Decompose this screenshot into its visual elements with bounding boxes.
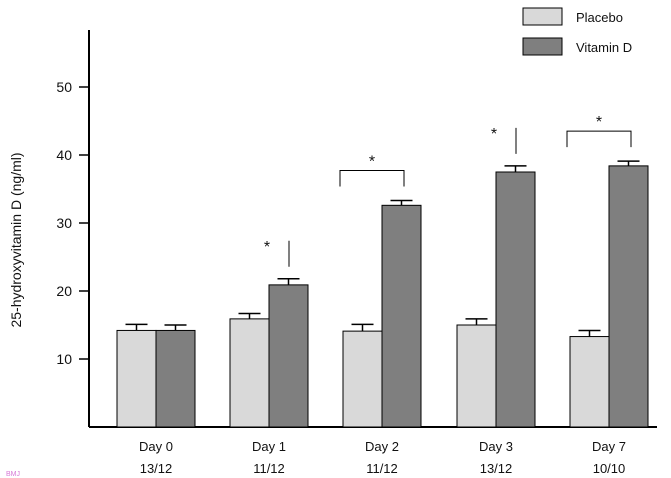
significance-bracket [566,130,632,148]
y-axis-label: 25-hydroxyvitamin D (ng/ml) [8,152,24,327]
bar-placebo [116,329,157,428]
watermark-text: BMJ [6,471,20,478]
category-sublabel: 13/12 [140,461,173,476]
bar-vitamin-d [155,329,196,428]
bars [116,160,649,428]
category-label: Day 2 [365,439,399,454]
y-tick-label: 40 [56,147,72,163]
significance-star: * [369,154,375,171]
category-label: Day 7 [592,439,626,454]
y-tick-label: 20 [56,283,72,299]
legend: Placebo Vitamin D [522,7,632,56]
y-tick-label: 10 [56,351,72,367]
significance-star: * [264,239,270,256]
legend-label-vitamin-d: Vitamin D [576,40,632,55]
category-sublabel: 11/12 [253,461,285,476]
significance-star: * [596,114,602,131]
bar-vitamin-d [495,171,536,428]
category-sublabel: 11/12 [366,461,398,476]
legend-swatch-placebo [522,7,563,26]
significance-bracket [339,170,405,187]
bar-placebo [569,336,610,428]
category-sublabel: 13/12 [480,461,513,476]
legend-swatch-vitamin-d [522,37,563,56]
category-label: Day 1 [252,439,286,454]
significance-markers: * * * * [264,114,632,267]
bar-vitamin-d [268,284,309,428]
bar-placebo [456,324,497,428]
y-tick-label: 30 [56,215,72,231]
bar-vitamin-d [381,204,422,428]
y-tick-label: 50 [56,79,72,95]
category-sublabel: 10/10 [593,461,626,476]
significance-star: * [491,126,497,143]
bar-placebo [229,318,270,428]
category-label: Day 0 [139,439,173,454]
bar-placebo [342,330,383,428]
bar-vitamin-d [608,165,649,428]
category-label: Day 3 [479,439,513,454]
legend-label-placebo: Placebo [576,10,623,25]
category-labels: Day 0 13/12 Day 1 11/12 Day 2 11/12 Day 3 13/12… [139,439,626,476]
